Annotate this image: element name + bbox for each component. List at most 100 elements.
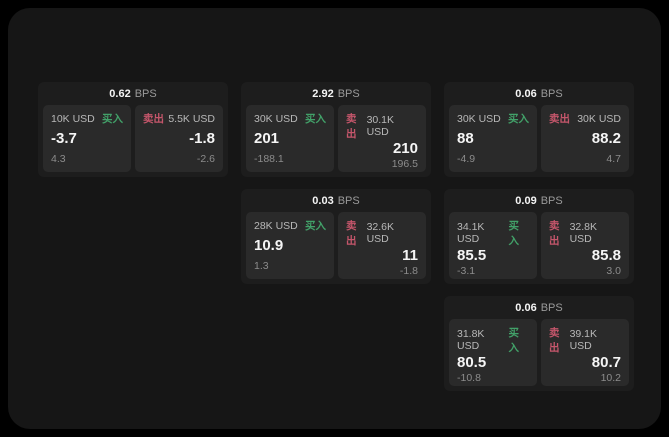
quote-card-body: 34.1K USD 买入 85.5 -3.1 卖出 32.8K USD 85.8… — [449, 212, 629, 279]
bps-header: 0.62 BPS — [43, 82, 223, 105]
quote-card-body: 28K USD 买入 10.9 1.3 卖出 32.6K USD 11 -1.8 — [246, 212, 426, 279]
quote-card-body: 10K USD 买入 -3.7 4.3 卖出 5.5K USD -1.8 -2.… — [43, 105, 223, 172]
buy-tag: 买入 — [305, 113, 326, 125]
sell-amount: 30.1K USD — [366, 114, 395, 138]
buy-amount: 10K USD — [51, 112, 95, 125]
buy-delta: -188.1 — [254, 153, 284, 165]
sell-amount: 39.1K USD — [569, 328, 598, 352]
sell-panel[interactable]: 卖出 39.1K USD 80.7 10.2 — [541, 319, 629, 386]
buy-price: 88 — [457, 130, 474, 148]
buy-delta: 1.3 — [254, 260, 269, 272]
bps-header: 2.92 BPS — [246, 82, 426, 105]
buy-tag: 买入 — [508, 327, 519, 354]
sell-amount: 5.5K USD — [168, 112, 215, 125]
buy-delta: -10.8 — [457, 371, 481, 384]
quote-card: 0.06 BPS 31.8K USD 买入 80.5 -10.8 卖出 39.1… — [444, 296, 634, 391]
bps-value: 2.92 — [312, 87, 334, 100]
sell-delta: -1.8 — [399, 264, 418, 277]
bps-unit-label: BPS — [540, 194, 563, 207]
buy-panel[interactable]: 31.8K USD 买入 80.5 -10.8 — [449, 319, 537, 386]
sell-panel[interactable]: 卖出 32.6K USD 11 -1.8 — [338, 212, 426, 279]
sell-panel[interactable]: 卖出 32.8K USD 85.8 3.0 — [541, 212, 629, 279]
buy-panel-top: 30K USD 买入 — [254, 111, 326, 126]
bps-value: 0.03 — [312, 194, 334, 207]
bps-value: 0.06 — [515, 301, 537, 314]
sell-delta: 4.7 — [606, 153, 621, 165]
sell-tag: 卖出 — [549, 327, 560, 354]
buy-panel[interactable]: 30K USD 买入 201 -188.1 — [246, 105, 334, 172]
buy-tag: 买入 — [508, 113, 529, 125]
sell-tag: 卖出 — [346, 113, 357, 140]
buy-panel[interactable]: 10K USD 买入 -3.7 4.3 — [43, 105, 131, 172]
sell-amount: 32.8K USD — [569, 221, 598, 245]
buy-delta: 4.3 — [51, 153, 66, 165]
buy-panel-top: 10K USD 买入 — [51, 111, 123, 126]
sell-tag: 卖出 — [549, 220, 560, 247]
quote-card: 0.62 BPS 10K USD 买入 -3.7 4.3 卖出 5.5K USD… — [38, 82, 228, 177]
bps-value: 0.62 — [109, 87, 131, 100]
sell-panel-top: 卖出 30.1K USD — [346, 111, 418, 141]
sell-amount: 32.6K USD — [366, 221, 395, 245]
sell-panel-top: 卖出 5.5K USD — [143, 111, 215, 126]
bps-header: 0.06 BPS — [449, 82, 629, 105]
buy-amount: 34.1K USD — [457, 221, 485, 245]
sell-price: -1.8 — [189, 130, 215, 148]
sell-panel[interactable]: 卖出 30K USD 88.2 4.7 — [541, 105, 629, 172]
buy-panel[interactable]: 34.1K USD 买入 85.5 -3.1 — [449, 212, 537, 279]
buy-price: 201 — [254, 130, 280, 148]
sell-amount: 30K USD — [577, 112, 621, 125]
bps-unit-label: BPS — [337, 194, 360, 207]
buy-price: 80.5 — [457, 354, 487, 371]
bps-value: 0.06 — [515, 87, 537, 100]
bps-header: 0.03 BPS — [246, 189, 426, 212]
quote-card: 0.09 BPS 34.1K USD 买入 85.5 -3.1 卖出 32.8K… — [444, 189, 634, 284]
sell-price: 88.2 — [591, 130, 621, 148]
sell-tag: 卖出 — [549, 113, 570, 125]
quote-card: 0.06 BPS 30K USD 买入 88 -4.9 卖出 30K USD 8… — [444, 82, 634, 177]
sell-delta: -2.6 — [196, 153, 215, 165]
quote-card-body: 30K USD 买入 201 -188.1 卖出 30.1K USD 210 1… — [246, 105, 426, 172]
buy-panel-top: 30K USD 买入 — [457, 111, 529, 126]
sell-tag: 卖出 — [143, 113, 164, 125]
sell-panel-top: 卖出 39.1K USD — [549, 325, 621, 355]
sell-delta: 10.2 — [600, 371, 621, 384]
bps-unit-label: BPS — [540, 87, 563, 100]
buy-tag: 买入 — [508, 220, 519, 247]
sell-delta: 196.5 — [391, 157, 418, 170]
buy-price: -3.7 — [51, 130, 77, 148]
buy-amount: 31.8K USD — [457, 328, 485, 352]
bps-header: 0.06 BPS — [449, 296, 629, 319]
sell-price: 11 — [402, 247, 418, 264]
sell-tag: 卖出 — [346, 220, 357, 247]
sell-panel[interactable]: 卖出 5.5K USD -1.8 -2.6 — [135, 105, 223, 172]
quote-card: 0.03 BPS 28K USD 买入 10.9 1.3 卖出 32.6K US… — [241, 189, 431, 284]
sell-panel-top: 卖出 30K USD — [549, 111, 621, 126]
cards-grid: 0.62 BPS 10K USD 买入 -3.7 4.3 卖出 5.5K USD… — [38, 82, 634, 391]
bps-unit-label: BPS — [134, 87, 157, 100]
buy-panel[interactable]: 28K USD 买入 10.9 1.3 — [246, 212, 334, 279]
buy-amount: 30K USD — [254, 112, 298, 125]
sell-price: 85.8 — [591, 247, 621, 264]
sell-panel[interactable]: 卖出 30.1K USD 210 196.5 — [338, 105, 426, 172]
bps-unit-label: BPS — [540, 301, 563, 314]
quote-card-body: 30K USD 买入 88 -4.9 卖出 30K USD 88.2 4.7 — [449, 105, 629, 172]
buy-panel-top: 31.8K USD 买入 — [457, 325, 529, 355]
sell-price: 80.7 — [591, 354, 621, 371]
sell-panel-top: 卖出 32.8K USD — [549, 218, 621, 248]
buy-price: 85.5 — [457, 247, 487, 264]
buy-panel-top: 28K USD 买入 — [254, 218, 326, 233]
bps-value: 0.09 — [515, 194, 537, 207]
bps-header: 0.09 BPS — [449, 189, 629, 212]
sell-panel-top: 卖出 32.6K USD — [346, 218, 418, 248]
buy-delta: -4.9 — [457, 153, 476, 165]
quote-card-body: 31.8K USD 买入 80.5 -10.8 卖出 39.1K USD 80.… — [449, 319, 629, 386]
quote-card: 2.92 BPS 30K USD 买入 201 -188.1 卖出 30.1K … — [241, 82, 431, 177]
buy-amount: 30K USD — [457, 112, 501, 125]
buy-panel[interactable]: 30K USD 买入 88 -4.9 — [449, 105, 537, 172]
bps-unit-label: BPS — [337, 87, 360, 100]
buy-tag: 买入 — [102, 113, 123, 125]
buy-delta: -3.1 — [457, 264, 476, 277]
buy-price: 10.9 — [254, 237, 284, 255]
sell-price: 210 — [392, 140, 418, 157]
buy-tag: 买入 — [305, 220, 326, 232]
